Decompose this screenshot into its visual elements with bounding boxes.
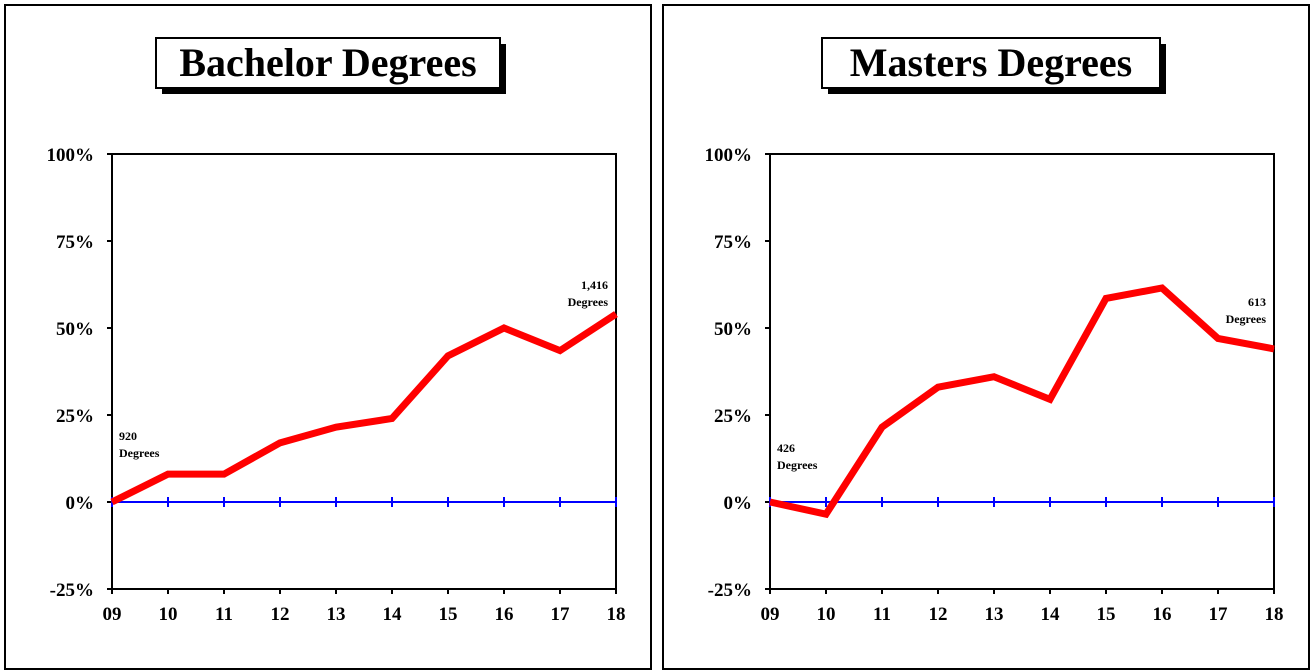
x-tick-label: 18 xyxy=(1265,604,1284,625)
y-tick-label: 100% xyxy=(47,145,95,166)
annotation-start-label: Degrees xyxy=(119,446,160,460)
y-tick-label: 75% xyxy=(56,232,94,253)
data-point xyxy=(279,442,281,444)
annotation-end: 613 Degrees xyxy=(1226,295,1267,326)
data-point xyxy=(503,327,505,329)
plot-frame xyxy=(111,153,617,590)
chart-title: Masters Degrees xyxy=(850,40,1132,85)
y-tick-label: 100% xyxy=(705,145,753,166)
x-tick-label: 17 xyxy=(1209,604,1229,625)
annotation-end-label: Degrees xyxy=(568,295,609,309)
plot-frame xyxy=(769,153,1275,590)
data-point xyxy=(167,473,169,475)
y-tick-label: 50% xyxy=(56,319,94,340)
annotation-start-value: 426 xyxy=(777,441,795,455)
series-line xyxy=(110,311,618,506)
chart-title: Bachelor Degrees xyxy=(179,40,476,85)
masters-chart: Masters Degrees 100%75%50%25%0%-25%09 10 1… xyxy=(705,37,1284,625)
x-tick-label: 13 xyxy=(327,604,346,625)
data-point xyxy=(335,426,337,428)
data-point xyxy=(1217,337,1219,339)
y-tick-label: 0% xyxy=(66,493,95,514)
y-tick-label: 25% xyxy=(56,406,94,427)
data-point xyxy=(1161,287,1163,289)
annotation-end-label: Degrees xyxy=(1226,312,1267,326)
y-tick-label: 0% xyxy=(724,493,753,514)
x-tick-label: 10 xyxy=(817,604,836,625)
x-tick-label: 13 xyxy=(985,604,1004,625)
x-tick-label: 15 xyxy=(439,604,458,625)
bachelor-chart-panel: Bachelor Degrees 100% 75% 50% 25% 0% -25% 09 10… xyxy=(4,4,652,670)
annotation-end: 1,416 Degrees xyxy=(568,278,609,309)
plot-area: 100% 75% 50% 25% 0% -25% 09 10 11 12 13 14 15 16 17 18 xyxy=(705,145,1284,625)
plot-area: 100% 75% 50% 25% 0% -25% 09 10 11 12 13 14 15 16 17 18 xyxy=(47,145,626,625)
annotation-start-label: Degrees xyxy=(777,458,818,472)
x-tick-label: 16 xyxy=(1153,604,1172,625)
x-tick-label: 09 xyxy=(761,604,780,625)
data-point xyxy=(223,473,225,475)
data-point xyxy=(769,501,771,503)
x-tick-label: 09 xyxy=(103,604,122,625)
x-tick-label: 12 xyxy=(929,604,948,625)
data-point xyxy=(993,376,995,378)
x-tick-label: 16 xyxy=(495,604,514,625)
x-tick-label: 14 xyxy=(383,604,403,625)
annotation-end-value: 613 xyxy=(1248,295,1266,309)
title-frame xyxy=(155,37,501,89)
x-tick-label: 14 xyxy=(1041,604,1061,625)
data-point xyxy=(1273,348,1275,350)
chart-title-box: Bachelor Degrees xyxy=(155,37,506,94)
data-point xyxy=(1049,398,1051,400)
data-point xyxy=(825,513,827,515)
y-tick-label: 75% xyxy=(714,232,752,253)
x-tick-label: 17 xyxy=(551,604,571,625)
series-line xyxy=(769,284,1275,519)
x-tick-label: 11 xyxy=(873,604,891,625)
annotation-start: 426 Degrees xyxy=(777,441,818,472)
y-tick-label: 50% xyxy=(714,319,752,340)
y-tick-label: -25% xyxy=(50,580,94,601)
x-tick-label: 15 xyxy=(1097,604,1116,625)
x-tick-label: 12 xyxy=(271,604,290,625)
data-point xyxy=(881,426,883,428)
masters-chart-panel: Masters Degrees 100% 75% 50% 25% 0% -25% 09 10 1… xyxy=(662,4,1310,670)
data-point xyxy=(447,355,449,357)
annotation-start-value: 920 xyxy=(119,429,137,443)
annotation-end-value: 1,416 xyxy=(581,278,608,292)
bachelor-chart: Bachelor Degrees 100%75%50%25%0%-25%09 10… xyxy=(47,37,626,625)
x-tick-label: 11 xyxy=(215,604,233,625)
data-point xyxy=(111,501,113,503)
data-point xyxy=(1105,297,1107,299)
data-point xyxy=(559,350,561,352)
x-tick-label: 10 xyxy=(159,604,178,625)
y-tick-label: 25% xyxy=(714,406,752,427)
x-tick-label: 18 xyxy=(607,604,626,625)
data-point xyxy=(615,313,617,315)
annotation-start: 920 Degrees xyxy=(119,429,160,460)
chart-title-box: Masters Degrees xyxy=(821,37,1166,94)
data-point xyxy=(937,386,939,388)
title-frame xyxy=(821,37,1161,89)
y-tick-label: -25% xyxy=(708,580,752,601)
data-point xyxy=(391,417,393,419)
